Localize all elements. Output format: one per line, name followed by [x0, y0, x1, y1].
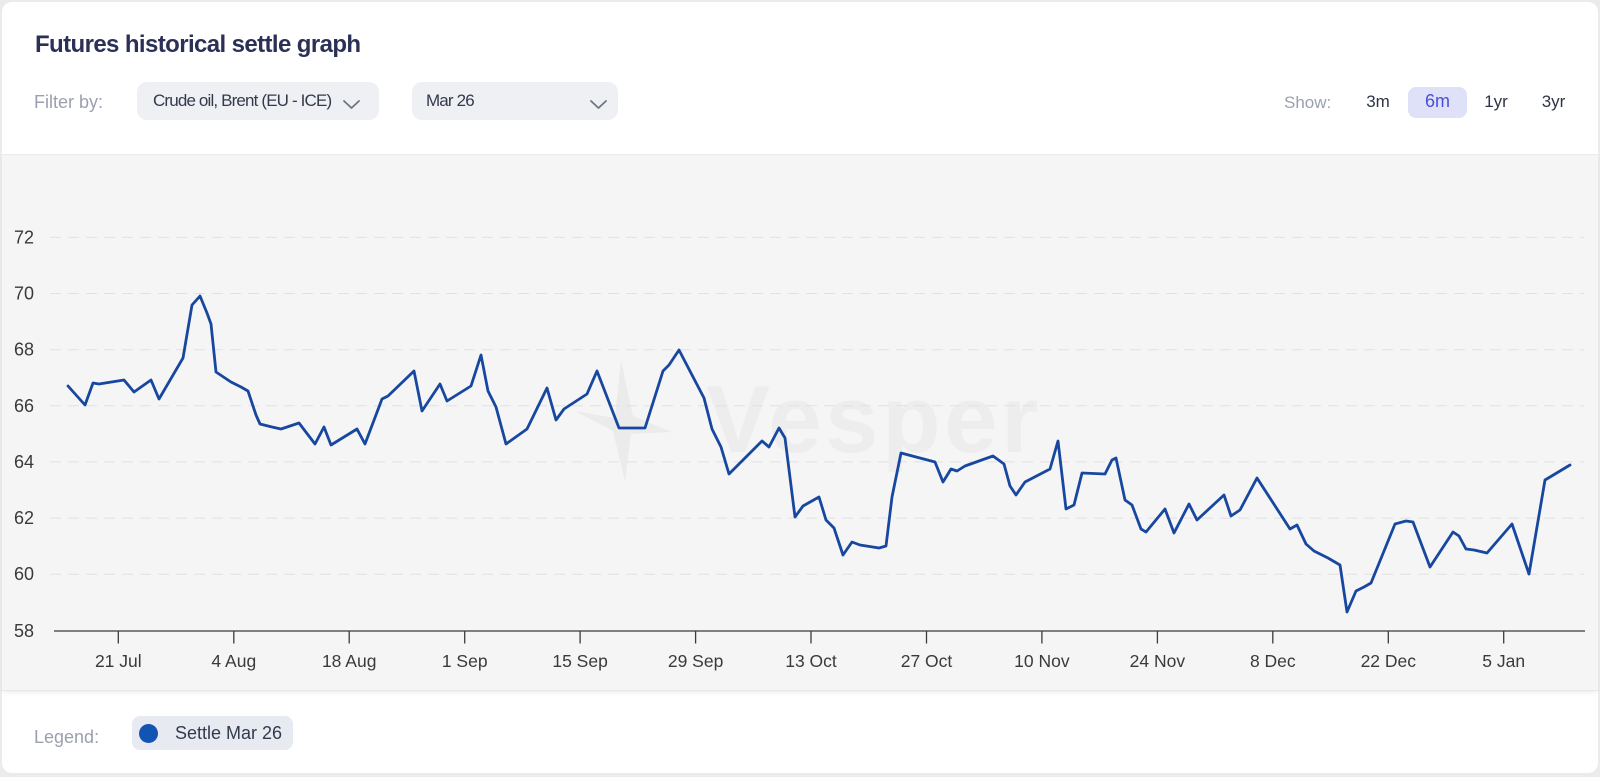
svg-text:70: 70	[14, 284, 34, 304]
svg-text:15 Sep: 15 Sep	[552, 651, 607, 671]
svg-text:27 Oct: 27 Oct	[901, 651, 953, 671]
svg-text:24 Nov: 24 Nov	[1130, 651, 1186, 671]
svg-text:5 Jan: 5 Jan	[1482, 651, 1525, 671]
svg-text:8 Dec: 8 Dec	[1250, 651, 1296, 671]
svg-text:13 Oct: 13 Oct	[785, 651, 837, 671]
svg-text:29 Sep: 29 Sep	[668, 651, 723, 671]
svg-text:10 Nov: 10 Nov	[1014, 651, 1070, 671]
svg-text:58: 58	[14, 621, 34, 641]
svg-text:60: 60	[14, 564, 34, 584]
svg-text:4 Aug: 4 Aug	[211, 651, 256, 671]
svg-text:21 Jul: 21 Jul	[95, 651, 142, 671]
svg-text:72: 72	[14, 227, 34, 247]
svg-text:22 Dec: 22 Dec	[1361, 651, 1417, 671]
svg-text:62: 62	[14, 508, 34, 528]
svg-text:64: 64	[14, 452, 34, 472]
svg-text:1 Sep: 1 Sep	[442, 651, 488, 671]
svg-text:18 Aug: 18 Aug	[322, 651, 377, 671]
svg-text:68: 68	[14, 340, 34, 360]
svg-text:66: 66	[14, 396, 34, 416]
